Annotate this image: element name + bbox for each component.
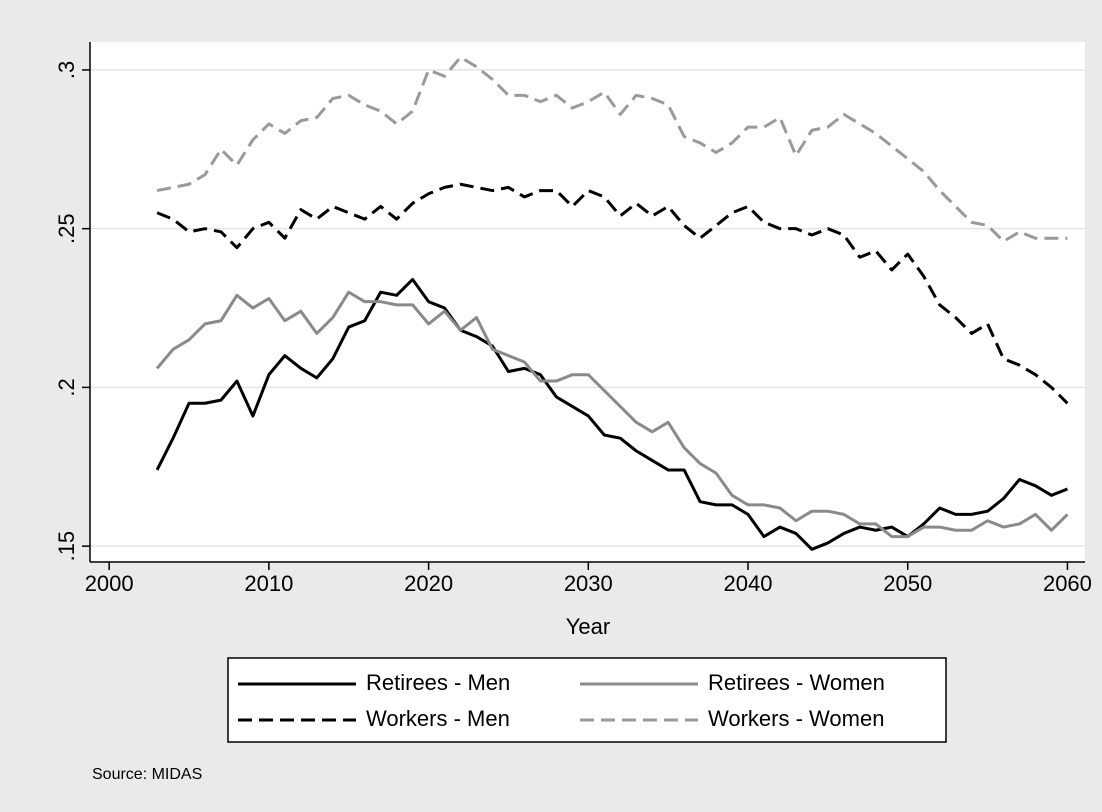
- series-line: [155, 290, 1069, 539]
- legend-label: Workers - Women: [708, 706, 884, 731]
- legend-item: Workers - Women: [580, 706, 884, 731]
- x-tick-label: 2020: [404, 571, 453, 596]
- x-axis-label: Year: [566, 614, 610, 639]
- x-tick-label: 2030: [564, 571, 613, 596]
- x-tick-label: 2010: [244, 571, 293, 596]
- legend-box: [227, 657, 947, 743]
- y-tick-label: .3: [54, 61, 79, 79]
- y-tick-label: .25: [54, 213, 79, 244]
- note: Source: MIDAS: [92, 766, 202, 783]
- x-tick-label: 2050: [883, 571, 932, 596]
- legend-item: Retirees - Women: [580, 670, 885, 695]
- legend-item: Workers - Men: [238, 706, 510, 731]
- series-line: [156, 55, 1068, 243]
- legend-label: Workers - Men: [366, 706, 510, 731]
- x-tick-label: 2000: [85, 571, 134, 596]
- legend-item: Retirees - Men: [238, 670, 510, 695]
- series-line: [156, 182, 1069, 405]
- legend: Retirees - Men Retirees - Women Workers - …: [227, 657, 947, 743]
- plot-area: [90, 42, 1085, 562]
- y-tick-label: .2: [54, 378, 79, 396]
- x-tick-label: 2060: [1043, 571, 1092, 596]
- y-tick-label: .15: [54, 531, 79, 562]
- legend-label: Retirees - Women: [708, 670, 885, 695]
- x-tick-label: 2040: [724, 571, 773, 596]
- legend-label: Retirees - Men: [366, 670, 510, 695]
